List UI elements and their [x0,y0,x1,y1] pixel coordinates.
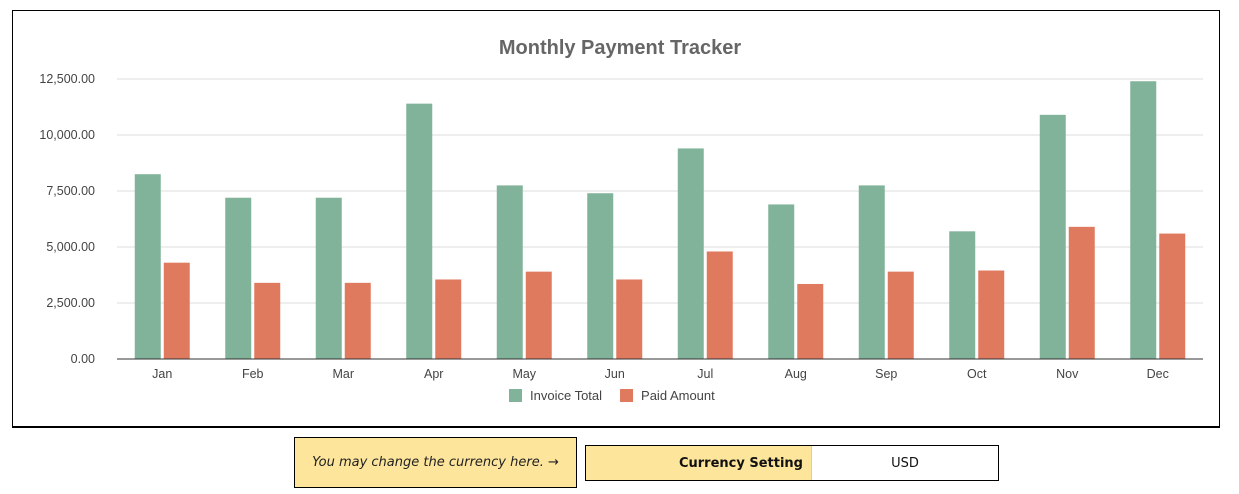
x-tick-label: Feb [242,367,264,381]
y-tick-label: 5,000.00 [46,240,95,254]
legend-label: Paid Amount [641,388,715,403]
bar-paid-amount [1159,233,1186,359]
x-tick-label: Nov [1056,367,1079,381]
bar-paid-amount [978,270,1005,359]
x-tick-label: Jul [697,367,713,381]
x-tick-label: Sep [875,367,897,381]
bar-invoice-total [1130,81,1157,360]
bar-paid-amount [887,271,914,359]
x-tick-label: Jan [152,367,172,381]
chart-title: Monthly Payment Tracker [499,37,742,59]
y-tick-label: 10,000.00 [39,128,95,142]
bar-invoice-total [949,231,976,359]
legend-label: Invoice Total [530,388,602,403]
bar-paid-amount [344,282,371,359]
y-tick-label: 2,500.00 [46,296,95,310]
bar-invoice-total [587,193,614,359]
x-tick-label: Dec [1147,367,1169,381]
x-tick-label: Apr [424,367,443,381]
currency-setting-value[interactable]: USD [812,446,998,480]
bar-invoice-total [496,185,523,359]
bar-paid-amount [163,262,190,359]
bar-paid-amount [254,282,281,359]
y-tick-label: 7,500.00 [46,184,95,198]
x-tick-label: Jun [605,367,625,381]
x-tick-label: Aug [785,367,807,381]
chart-frame: Monthly Payment Tracker 0.00 2,500.00 5,00… [12,10,1220,428]
bar-paid-amount [797,283,824,359]
currency-hint-note: You may change the currency here. → [294,437,577,488]
bar-invoice-total [225,197,252,359]
bar-invoice-total [677,148,704,359]
bar-invoice-total [858,185,885,359]
y-tick-label: 0.00 [71,352,95,366]
payment-chart: Monthly Payment Tracker 0.00 2,500.00 5,00… [39,37,1203,403]
bar-invoice-total [134,174,161,359]
bar-paid-amount [525,271,552,359]
currency-setting: Currency Setting USD [585,445,999,481]
bar-invoice-total [1039,114,1066,359]
legend-swatch [509,389,522,402]
bar-invoice-total [768,204,795,359]
y-tick-label: 12,500.00 [39,72,95,86]
legend-swatch [620,389,634,402]
x-tick-label: Mar [332,367,354,381]
bar-invoice-total [315,197,342,359]
currency-hint-text: You may change the currency here. → [312,455,559,470]
bar-invoice-total [406,103,433,359]
bar-paid-amount [706,251,733,359]
bar-paid-amount [435,279,462,359]
bar-paid-amount [1068,226,1095,359]
x-tick-label: Oct [967,367,987,381]
bar-paid-amount [616,279,643,359]
currency-setting-label: Currency Setting [586,446,812,480]
x-tick-label: May [512,367,536,381]
